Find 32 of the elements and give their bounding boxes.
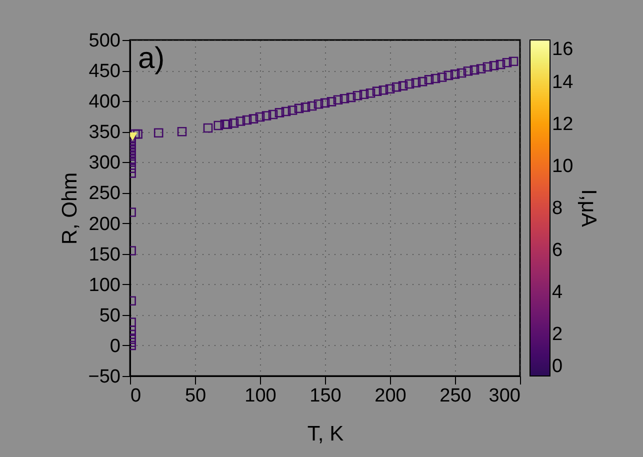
y-tick-label: 400 [88, 92, 120, 113]
color-bar-label: 6 [552, 240, 563, 261]
color-bar-title: I,μA [577, 189, 600, 227]
color-bar-label: 16 [552, 39, 574, 60]
x-tick-label: 100 [244, 386, 276, 406]
y-tick-label: 500 [88, 30, 120, 52]
color-bar-label: 2 [552, 324, 563, 345]
y-tick-label: 50 [99, 305, 120, 326]
y-tick-label: 0 [110, 336, 120, 357]
y-tick-label: 450 [88, 61, 120, 82]
x-tick-label: 200 [374, 386, 406, 406]
y-tick-label: 200 [88, 214, 120, 235]
y-tick-label: 250 [88, 183, 120, 204]
y-tick-label: 150 [88, 244, 120, 266]
x-axis-title: T, K [307, 422, 344, 446]
y-tick-label: 100 [88, 274, 120, 296]
color-bar-label: 12 [552, 114, 574, 135]
color-bar-label: 8 [552, 198, 563, 219]
color-bar-label: 0 [552, 356, 563, 377]
x-tick-label: 250 [440, 386, 472, 406]
color-bar-label: 10 [552, 156, 574, 177]
y-axis-title: R, Ohm [58, 172, 82, 245]
color-bar-label: 14 [552, 72, 574, 93]
x-tick-label: 300 [488, 386, 520, 406]
y-tick-label: −50 [88, 366, 120, 388]
x-tick-label: 0 [130, 386, 142, 406]
x-tick-label: 50 [184, 386, 206, 406]
x-tick-label: 150 [310, 386, 342, 406]
color-bar-label: 4 [552, 282, 563, 303]
y-tick-label: 350 [88, 122, 120, 144]
y-tick-label: 300 [88, 152, 120, 174]
annotation: a) [138, 42, 165, 75]
